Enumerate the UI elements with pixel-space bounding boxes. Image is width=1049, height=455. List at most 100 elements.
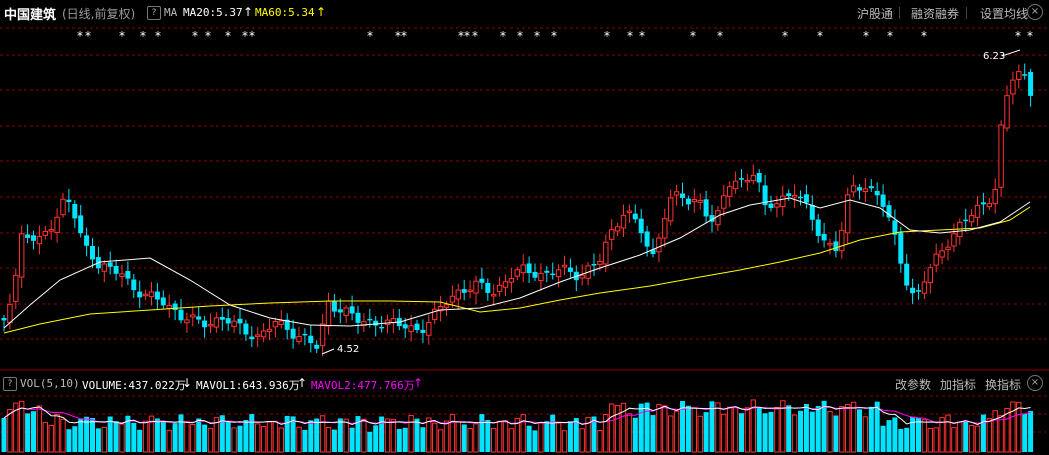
volume-bar xyxy=(774,406,780,453)
volume-bar xyxy=(727,406,733,453)
volume-bar xyxy=(390,418,397,453)
high-price-label: 6.23 xyxy=(983,51,1005,62)
event-star: * xyxy=(249,29,255,43)
volume-bar xyxy=(508,428,515,453)
margin-trading-button[interactable]: 融资融券 xyxy=(911,7,960,21)
volume-bar xyxy=(656,404,662,453)
candle-body xyxy=(886,205,892,218)
volume-bar xyxy=(13,402,19,453)
volume-bar xyxy=(786,405,792,452)
volume-bar xyxy=(980,414,986,452)
candle-body xyxy=(656,237,662,253)
volume-bar xyxy=(160,422,166,452)
candle-body xyxy=(90,245,95,260)
event-star: * xyxy=(155,29,161,43)
volume-bar xyxy=(892,417,898,452)
change-params-button[interactable]: 改参数 xyxy=(895,378,932,392)
candle-body xyxy=(927,267,933,284)
hsgt-button[interactable]: 沪股通 xyxy=(857,7,894,21)
volume-bar xyxy=(461,424,467,452)
volume-bar xyxy=(272,420,279,453)
volume-bar xyxy=(939,417,945,453)
volume-bar xyxy=(367,431,373,452)
candle-body xyxy=(910,287,916,294)
candle-body xyxy=(272,321,279,328)
candle-body xyxy=(945,246,951,251)
candle-body xyxy=(992,188,998,205)
event-star: * xyxy=(85,29,91,43)
volume-bar xyxy=(384,418,391,453)
volume-bar xyxy=(296,426,302,453)
set-ma-button[interactable]: 设置均线 xyxy=(980,7,1029,21)
volume-bar xyxy=(520,414,526,453)
volume-bar xyxy=(249,414,255,452)
volume-bar xyxy=(72,426,78,452)
candle-body xyxy=(892,220,898,235)
volume-bar xyxy=(496,420,503,453)
volume-bar xyxy=(857,409,862,452)
candle-body xyxy=(373,320,379,326)
volume-bar xyxy=(437,429,444,453)
volume-bar xyxy=(290,416,296,452)
volume-bar xyxy=(266,421,273,453)
volume-bar xyxy=(986,417,992,453)
volume-bar xyxy=(25,413,31,452)
candle-body xyxy=(850,185,857,193)
close-icon[interactable]: × xyxy=(1027,4,1043,20)
volume-bar xyxy=(526,425,532,452)
candle-body xyxy=(697,199,703,203)
volume-bar xyxy=(614,405,621,453)
volume-bar xyxy=(862,416,869,453)
volume-help-icon[interactable]: ? xyxy=(3,377,17,391)
volume-bar xyxy=(166,429,172,453)
volume-bar xyxy=(255,423,261,453)
switch-indicator-button[interactable]: 换指标 xyxy=(985,378,1022,392)
candle-body xyxy=(231,320,237,327)
candle-body xyxy=(520,264,526,274)
ma60-value: MA60:5.34 xyxy=(255,6,315,19)
candle-body xyxy=(166,305,172,309)
volume-bar xyxy=(732,407,739,453)
mavol2-arrow-icon: ↑ xyxy=(413,376,424,390)
candle-body xyxy=(963,219,969,222)
period-mode[interactable]: (日线,前复权) xyxy=(62,7,136,21)
candle-body xyxy=(461,289,467,293)
volume-bar xyxy=(119,423,125,453)
volume-header: ? VOL(5,10) VOLUME:437.022万 ↓ MAVOL1:643… xyxy=(0,372,1049,394)
event-star: * xyxy=(367,29,373,43)
candle-body xyxy=(54,216,60,234)
help-icon[interactable]: ? xyxy=(147,6,161,20)
ma60-line xyxy=(3,206,1031,334)
candle-body xyxy=(31,235,36,241)
candle-body xyxy=(420,329,426,333)
volume-bar xyxy=(668,415,674,453)
volume-title: VOL(5,10) xyxy=(20,377,80,390)
high-pointer xyxy=(1001,49,1021,57)
volume-bar xyxy=(142,420,149,453)
candle-body xyxy=(1010,79,1016,95)
volume-bar xyxy=(278,427,285,453)
candle-body xyxy=(609,229,615,240)
volume-bar xyxy=(219,415,225,452)
candle-body xyxy=(579,274,585,279)
volume-bar xyxy=(798,410,803,452)
volume-bar xyxy=(550,414,556,452)
candlestick-series xyxy=(1,63,1034,357)
volume-bar xyxy=(31,411,36,452)
candle-body xyxy=(650,249,656,255)
candle-body xyxy=(768,203,774,208)
candle-body xyxy=(243,323,249,335)
candle-body xyxy=(302,333,308,336)
stock-name[interactable]: 中国建筑 xyxy=(4,8,57,23)
volume-bar xyxy=(697,415,703,453)
candle-body xyxy=(113,265,119,274)
add-indicator-button[interactable]: 加指标 xyxy=(940,378,977,392)
volume-bar xyxy=(361,418,367,453)
candle-body xyxy=(284,319,290,330)
volume-bar xyxy=(998,415,1004,453)
candle-body xyxy=(750,174,756,182)
volume-close-icon[interactable]: × xyxy=(1027,375,1043,391)
volume-bar xyxy=(131,422,137,452)
event-star: * xyxy=(1015,29,1021,43)
